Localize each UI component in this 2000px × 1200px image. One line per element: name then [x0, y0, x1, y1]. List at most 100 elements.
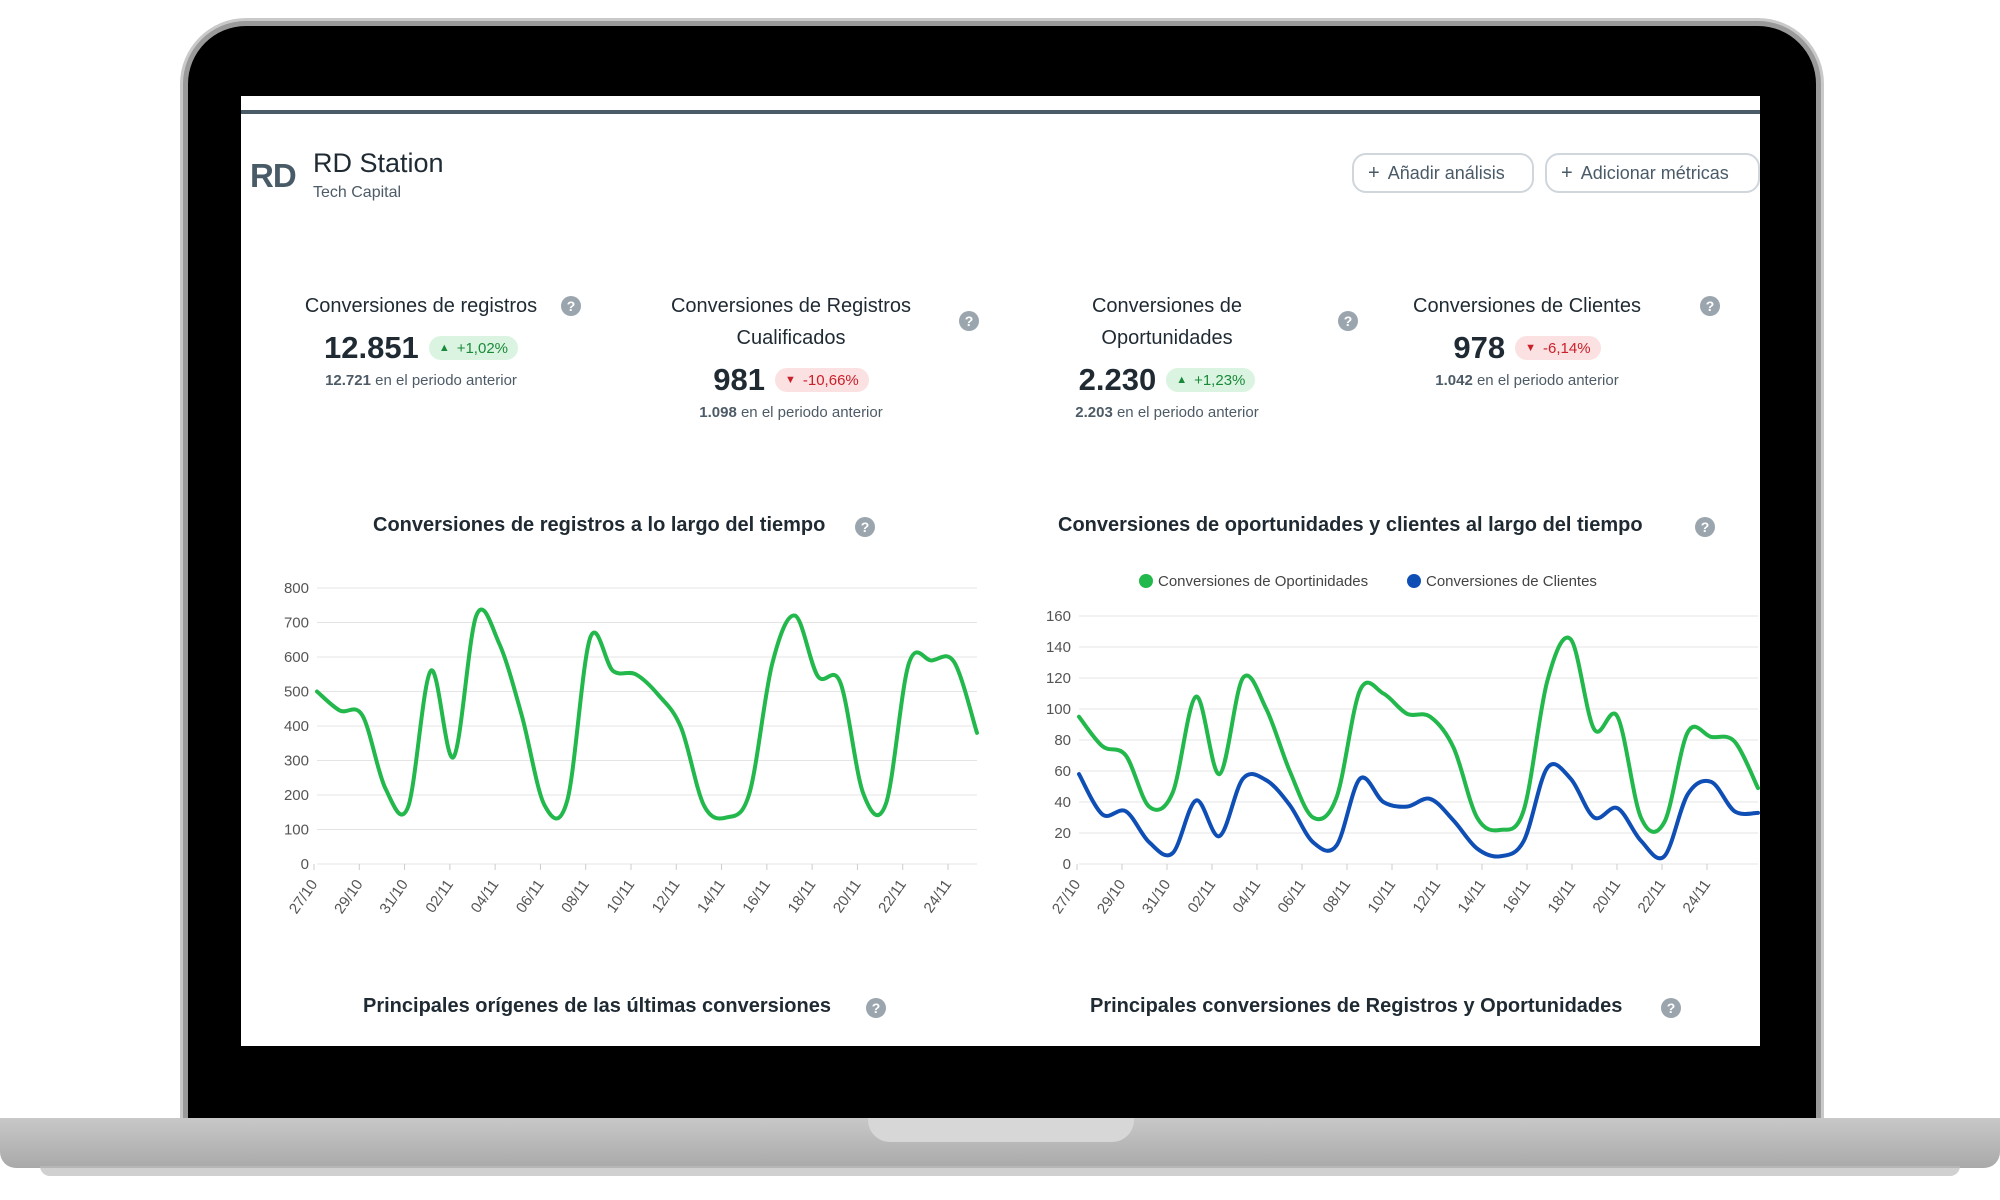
y-tick-label: 0 — [301, 856, 309, 873]
kpi-change-text: -6,14% — [1543, 339, 1591, 357]
kpi-prev-suffix: en el periodo anterior — [740, 404, 883, 421]
kpi-prev-suffix: en el periodo anterior — [375, 372, 517, 389]
y-tick-label: 0 — [1063, 856, 1071, 873]
kpi-prev-suffix: en el periodo anterior — [1116, 404, 1259, 421]
kpi-previous: 12.721 en el periodo anterior — [271, 372, 571, 389]
kpi-title: Conversiones de Clientes — [1413, 295, 1641, 317]
y-tick-label: 120 — [1046, 670, 1071, 687]
y-tick-label: 300 — [284, 753, 309, 770]
kpi-previous: 1.098 en el periodo anterior — [641, 404, 941, 421]
kpi-card-oportunidades: Conversiones de Oportunidades 2.230 ▲ +1… — [1017, 290, 1317, 421]
help-icon[interactable]: ? — [1695, 517, 1715, 537]
x-tick-label: 22/11 — [875, 877, 910, 917]
kpi-change-text: -10,66% — [802, 371, 859, 389]
x-tick-label: 16/11 — [739, 877, 774, 917]
y-tick-label: 20 — [1054, 825, 1071, 842]
y-tick-label: 100 — [1046, 701, 1071, 718]
y-tick-label: 600 — [284, 649, 309, 666]
x-tick-label: 27/10 — [286, 877, 321, 918]
y-tick-label: 400 — [284, 718, 309, 735]
legend-label: Conversiones de Oportinidades — [1158, 573, 1368, 590]
kpi-card-clientes: Conversiones de Clientes 978 ▼ -6,14% 1.… — [1377, 290, 1677, 389]
x-tick-label: 27/10 — [1049, 877, 1084, 918]
add-metrics-button[interactable]: + Adicionar métricas — [1545, 153, 1760, 193]
x-tick-label: 02/11 — [1184, 877, 1219, 917]
kpi-change-text: +1,02% — [456, 339, 508, 357]
help-icon[interactable]: ? — [866, 998, 886, 1018]
y-tick-label: 60 — [1054, 763, 1071, 780]
arrow-down-icon: ▼ — [784, 374, 796, 386]
x-tick-label: 14/11 — [694, 877, 729, 917]
x-tick-label: 31/10 — [1139, 877, 1174, 918]
arrow-up-icon: ▲ — [1176, 374, 1188, 386]
help-icon[interactable]: ? — [1661, 998, 1681, 1018]
x-tick-label: 31/10 — [376, 877, 411, 918]
kpi-change-badge: ▼ -10,66% — [774, 368, 869, 392]
help-icon[interactable]: ? — [561, 296, 581, 316]
top-bar — [241, 110, 1760, 114]
kpi-card-registros: Conversiones de registros 12.851 ▲ +1,02… — [271, 290, 571, 389]
x-tick-label: 24/11 — [1679, 877, 1714, 917]
kpi-change-badge: ▲ +1,02% — [428, 336, 518, 360]
kpi-prev-value: 2.203 — [1075, 404, 1113, 421]
x-tick-label: 08/11 — [558, 877, 593, 917]
kpi-prev-value: 1.042 — [1435, 372, 1473, 389]
kpi-title-line1: Conversiones de — [1091, 295, 1243, 317]
x-tick-label: 12/11 — [1409, 877, 1444, 917]
x-tick-label: 12/11 — [649, 877, 684, 917]
y-tick-label: 800 — [284, 580, 309, 597]
kpi-card-registros-cualificados: Conversiones de Registros Cualificados 9… — [641, 290, 941, 421]
x-tick-label: 04/11 — [468, 877, 503, 917]
help-icon[interactable]: ? — [959, 311, 979, 331]
x-tick-label: 02/11 — [422, 877, 457, 917]
kpi-value: 978 — [1453, 330, 1506, 365]
x-tick-label: 18/11 — [1544, 877, 1579, 917]
y-tick-label: 140 — [1046, 639, 1071, 656]
chart-title-registros: Conversiones de registros a lo largo del… — [373, 514, 826, 536]
plus-icon: + — [1368, 161, 1380, 184]
y-tick-label: 160 — [1046, 608, 1071, 625]
x-tick-label: 10/11 — [1364, 877, 1399, 917]
kpi-value: 981 — [713, 362, 765, 397]
legend-marker — [1139, 574, 1153, 588]
x-tick-label: 29/10 — [1094, 877, 1129, 918]
x-tick-label: 20/11 — [1589, 877, 1624, 917]
x-tick-label: 20/11 — [830, 877, 865, 917]
dashboard-screen: RD RD Station Tech Capital + Añadir anál… — [241, 96, 1760, 1046]
legend-label: Conversiones de Clientes — [1426, 573, 1597, 590]
line-chart-registros: 0 100 200 300 400 500 600 700 800 27/10 29/10 31/10… — [284, 580, 979, 918]
page-subtitle: Tech Capital — [313, 184, 402, 201]
y-tick-label: 700 — [284, 615, 309, 632]
x-tick-label: 24/11 — [920, 877, 955, 917]
kpi-title-line1: Conversiones de Registros — [670, 295, 912, 317]
kpi-previous: 2.203 en el periodo anterior — [1017, 404, 1317, 421]
line-chart-oportunidades-clientes: 0 20 40 60 80 100 120 140 160 27/10 29/10 31/10 02/1… — [1046, 573, 1760, 918]
add-metrics-label: Adicionar métricas — [1580, 162, 1729, 183]
x-tick-label: 14/11 — [1454, 877, 1489, 917]
x-tick-label: 22/11 — [1634, 877, 1669, 917]
kpi-title-line2: Cualificados — [736, 327, 846, 349]
kpi-change-badge: ▲ +1,23% — [1166, 368, 1256, 392]
add-analysis-button[interactable]: + Añadir análisis — [1352, 153, 1534, 193]
y-tick-label: 100 — [284, 822, 309, 839]
kpi-prev-suffix: en el periodo anterior — [1476, 372, 1619, 389]
x-tick-label: 16/11 — [1499, 877, 1534, 917]
kpi-prev-value: 12.721 — [325, 372, 371, 389]
help-icon[interactable]: ? — [1700, 296, 1720, 316]
kpi-title: Conversiones de registros — [304, 295, 538, 317]
x-tick-label: 10/11 — [603, 877, 638, 917]
chart-title-oportunidades: Conversiones de oportunidades y clientes… — [1058, 514, 1643, 536]
help-icon[interactable]: ? — [1338, 311, 1358, 331]
x-tick-label: 18/11 — [785, 877, 820, 917]
help-icon[interactable]: ? — [855, 517, 875, 537]
y-tick-label: 80 — [1054, 732, 1071, 749]
x-tick-label: 06/11 — [513, 877, 548, 917]
kpi-value: 2.230 — [1078, 362, 1157, 397]
y-tick-label: 200 — [284, 787, 309, 804]
section-title-origenes: Principales orígenes de las últimas conv… — [363, 995, 831, 1017]
arrow-down-icon: ▼ — [1525, 342, 1537, 354]
page-title: RD Station — [313, 148, 444, 178]
kpi-change-badge: ▼ -6,14% — [1515, 336, 1601, 360]
y-tick-label: 500 — [284, 684, 309, 701]
kpi-previous: 1.042 en el periodo anterior — [1377, 372, 1677, 389]
